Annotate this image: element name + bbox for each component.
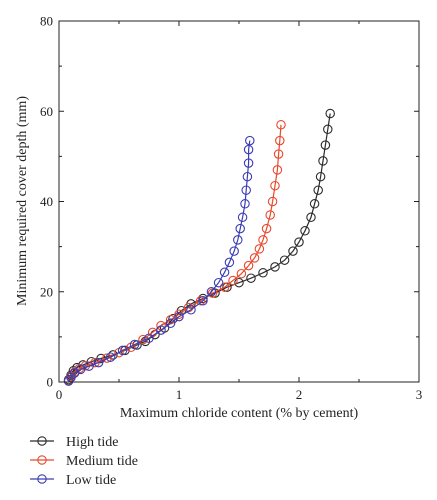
data-point bbox=[245, 135, 255, 146]
data-point bbox=[222, 282, 232, 292]
series-line bbox=[68, 113, 331, 380]
data-point bbox=[236, 268, 247, 279]
data-point bbox=[270, 262, 280, 272]
x-tick-label: 0 bbox=[56, 387, 63, 402]
data-point bbox=[129, 339, 140, 350]
data-point bbox=[318, 156, 328, 166]
data-point bbox=[198, 293, 208, 304]
legend-marker bbox=[37, 436, 47, 446]
data-point bbox=[288, 246, 298, 256]
x-tick-label: 3 bbox=[416, 387, 423, 402]
data-point bbox=[246, 273, 256, 283]
legend-label: Low tide bbox=[66, 473, 116, 488]
series-high-tide bbox=[63, 108, 335, 385]
data-point bbox=[228, 275, 238, 286]
data-point bbox=[242, 171, 253, 182]
x-tick-label: 2 bbox=[296, 387, 303, 402]
plot-frame bbox=[58, 20, 420, 383]
data-point bbox=[320, 140, 331, 150]
data-point bbox=[165, 318, 176, 329]
data-point bbox=[300, 226, 310, 236]
data-point bbox=[306, 212, 316, 223]
data-point bbox=[267, 196, 278, 207]
series-low-tide bbox=[63, 135, 255, 386]
data-point bbox=[186, 305, 196, 315]
data-point bbox=[240, 199, 250, 209]
data-point bbox=[233, 235, 243, 245]
data-point bbox=[174, 311, 184, 322]
series-line bbox=[68, 140, 251, 382]
data-point bbox=[258, 235, 268, 245]
data-point bbox=[93, 357, 104, 368]
data-point bbox=[261, 223, 272, 234]
data-point bbox=[243, 260, 254, 271]
data-point bbox=[323, 124, 333, 135]
data-point bbox=[206, 287, 217, 297]
data-point bbox=[309, 199, 320, 209]
data-point bbox=[273, 149, 284, 159]
data-point bbox=[198, 296, 208, 306]
data-point bbox=[276, 120, 286, 130]
plot-area bbox=[63, 108, 335, 386]
data-point bbox=[213, 277, 224, 288]
y-tick-label: 20 bbox=[40, 284, 53, 299]
data-point bbox=[234, 277, 244, 288]
y-tick-label: 60 bbox=[40, 104, 53, 119]
data-point bbox=[325, 108, 335, 119]
data-point bbox=[144, 333, 154, 343]
data-point bbox=[102, 353, 112, 363]
data-point bbox=[235, 223, 245, 234]
data-point bbox=[270, 180, 280, 191]
data-point bbox=[105, 352, 116, 362]
y-tick-label: 0 bbox=[47, 375, 54, 390]
data-point bbox=[275, 135, 285, 146]
legend-item: Low tide bbox=[30, 473, 116, 488]
data-point bbox=[241, 185, 251, 195]
data-point bbox=[315, 171, 326, 182]
data-point bbox=[243, 158, 254, 168]
data-point bbox=[75, 364, 86, 375]
legend-label: High tide bbox=[66, 435, 119, 450]
x-axis-label: Maximum chloride content (% by cement) bbox=[120, 406, 359, 421]
data-point bbox=[120, 345, 130, 356]
y-tick-label: 40 bbox=[40, 194, 53, 209]
legend-item: Medium tide bbox=[30, 454, 138, 469]
data-point bbox=[272, 165, 283, 175]
x-tick-label: 1 bbox=[176, 387, 183, 402]
data-point bbox=[156, 325, 166, 335]
data-point bbox=[265, 210, 275, 220]
data-point bbox=[195, 296, 206, 306]
legend-item: High tide bbox=[30, 435, 119, 450]
data-point bbox=[84, 361, 94, 371]
legend-label: Medium tide bbox=[66, 454, 138, 469]
data-point bbox=[294, 237, 304, 247]
data-point bbox=[117, 345, 128, 356]
data-point bbox=[254, 244, 265, 254]
data-point bbox=[219, 282, 230, 292]
data-point bbox=[279, 255, 290, 265]
data-point bbox=[313, 185, 323, 195]
legend: High tide Medium tide Low tide bbox=[30, 435, 138, 488]
y-tick-label: 80 bbox=[40, 14, 53, 29]
y-axis-label: Minimum required cover depth (mm) bbox=[15, 96, 30, 306]
axes: 0 1 2 3 0 20 40 60 80 bbox=[40, 14, 422, 403]
legend-marker bbox=[37, 455, 47, 465]
legend-marker bbox=[37, 474, 47, 484]
data-point bbox=[243, 144, 254, 155]
data-point bbox=[219, 267, 230, 278]
data-point bbox=[258, 268, 268, 278]
data-point bbox=[249, 253, 260, 263]
data-point bbox=[207, 288, 218, 298]
data-point bbox=[229, 246, 239, 256]
data-point bbox=[224, 257, 235, 268]
data-point bbox=[237, 212, 248, 223]
data-point bbox=[108, 350, 118, 360]
